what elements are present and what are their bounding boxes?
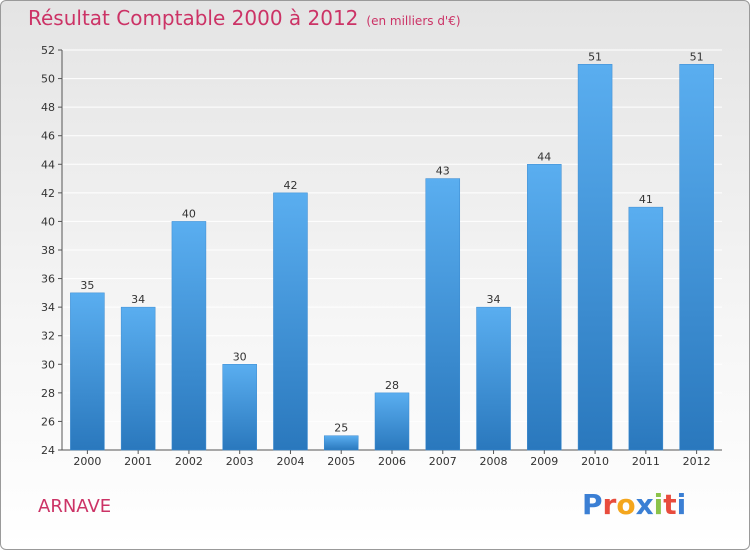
value-label: 35: [80, 279, 94, 292]
y-tick-label: 42: [41, 187, 55, 200]
logo-letter: i: [653, 488, 664, 521]
y-tick-label: 30: [41, 358, 55, 371]
logo-letter: t: [663, 488, 677, 521]
bar-2006: [374, 392, 410, 451]
y-tick-label: 44: [41, 158, 55, 171]
bar-2003: [222, 364, 257, 451]
bar-2008: [476, 306, 511, 451]
x-tick-labels: 2000 2001 2002 2003 2004 2005 2006 2007 2008 2009…: [73, 455, 710, 468]
y-tick-label: 52: [41, 44, 55, 57]
x-tick-label: 2005: [327, 455, 355, 468]
x-tick-label: 2009: [530, 455, 558, 468]
value-label: 30: [233, 350, 247, 363]
value-label: 34: [487, 293, 501, 306]
x-tick-label: 2004: [276, 455, 304, 468]
y-tick-label: 48: [41, 101, 55, 114]
value-labels: 35 34 40 30 42 25 28 43 34 44 51 41 51: [80, 50, 703, 434]
value-label: 41: [639, 193, 653, 206]
bar-2004: [273, 192, 308, 451]
logo-letter: i: [676, 488, 687, 521]
title-text: Résultat Comptable 2000 à 2012: [28, 6, 359, 30]
value-label: 28: [385, 379, 399, 392]
y-tick-label: 26: [41, 415, 55, 428]
bar-2007: [425, 178, 461, 451]
y-tick-label: 50: [41, 73, 55, 86]
value-label: 51: [690, 50, 704, 63]
y-tick-labels: 24 26 28 30 32 34 36 38 40 42 44 46 48 50 52: [41, 44, 55, 457]
y-tick-label: 32: [41, 330, 55, 343]
y-tick-label: 38: [41, 244, 55, 257]
x-tick-label: 2010: [581, 455, 609, 468]
x-tick-label: 2000: [73, 455, 101, 468]
bar-2002: [171, 221, 207, 451]
value-label: 44: [537, 150, 551, 163]
x-tick-label: 2012: [683, 455, 711, 468]
value-label: 42: [283, 179, 297, 192]
x-tick-label: 2007: [429, 455, 457, 468]
bar-2000: [70, 292, 105, 451]
logo-letter: P: [582, 488, 603, 521]
bar-2005: [323, 435, 359, 451]
bars: [70, 64, 714, 451]
bar-2012: [679, 64, 714, 451]
x-tick-label: 2003: [226, 455, 254, 468]
y-tick-label: 46: [41, 130, 55, 143]
y-tick-label: 36: [41, 273, 55, 286]
logo-letter: r: [602, 488, 617, 521]
bar-2011: [628, 206, 664, 451]
x-tick-label: 2006: [378, 455, 406, 468]
value-label: 43: [436, 165, 450, 178]
y-tick-label: 34: [41, 301, 55, 314]
bar-2010: [577, 64, 613, 451]
logo-letter: o: [616, 488, 636, 521]
title-unit: (en milliers d'€): [366, 14, 461, 28]
value-label: 34: [131, 293, 145, 306]
x-tick-label: 2002: [175, 455, 203, 468]
chart-title: Résultat Comptable 2000 à 2012 (en millie…: [28, 6, 461, 30]
y-tick-label: 24: [41, 444, 55, 457]
value-label: 40: [182, 207, 196, 220]
logo-letter: x: [635, 488, 654, 521]
commune-name: ARNAVE: [38, 496, 112, 517]
proxiti-logo: Proxiti: [582, 488, 686, 521]
value-label: 51: [588, 50, 602, 63]
bar-2009: [527, 164, 562, 451]
bar-2001: [120, 306, 156, 451]
x-tick-label: 2011: [632, 455, 660, 468]
x-tick-label: 2001: [124, 455, 152, 468]
value-label: 25: [334, 422, 348, 435]
y-tick-label: 28: [41, 387, 55, 400]
x-tick-label: 2008: [480, 455, 508, 468]
y-tick-label: 40: [41, 215, 55, 228]
